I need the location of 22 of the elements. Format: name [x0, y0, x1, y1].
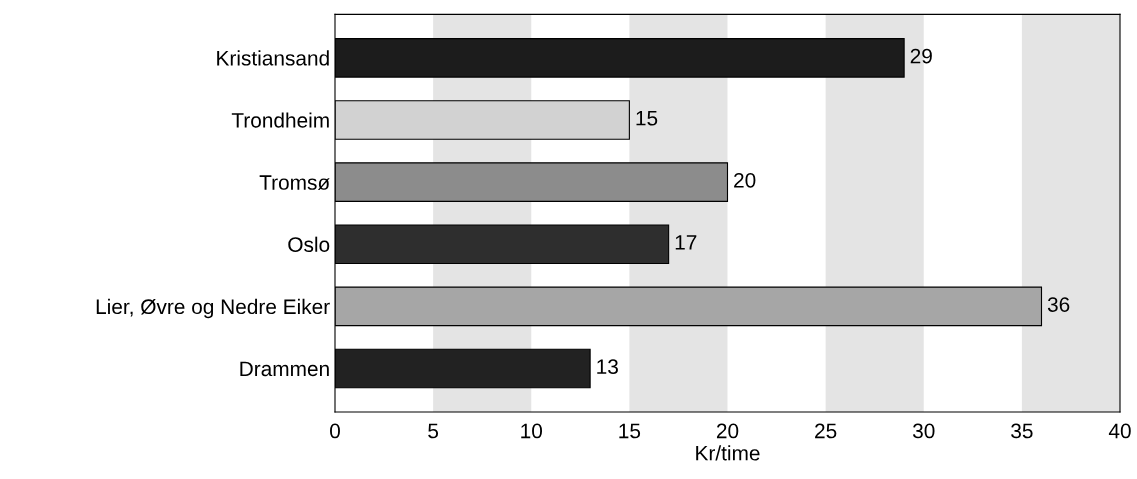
- y-tick-label: Lier, Øvre og Nedre Eiker: [96, 298, 330, 319]
- data-label: 36: [1047, 297, 1070, 312]
- y-tick-label: Kristiansand: [217, 50, 329, 66]
- x-tick-label: 40: [1108, 423, 1131, 439]
- x-tick-label: 15: [619, 423, 641, 439]
- x-tick-label: 30: [912, 423, 935, 439]
- data-label: 13: [597, 359, 618, 375]
- y-tick-label: Drammen: [240, 361, 329, 377]
- x-tick-label: 10: [521, 423, 543, 439]
- x-axis-title: Kr/time: [696, 445, 760, 461]
- data-label: 20: [734, 172, 756, 188]
- x-tick-label: 5: [428, 423, 439, 439]
- x-tick-label: 0: [330, 423, 340, 439]
- data-label: 17: [675, 235, 697, 250]
- data-label: 15: [636, 111, 658, 126]
- y-tick-label: Oslo: [288, 236, 330, 252]
- x-tick-label: 20: [716, 423, 739, 439]
- x-tick-label: 35: [1011, 423, 1033, 439]
- data-label: 29: [910, 48, 932, 64]
- y-tick-label: Tromsø: [259, 175, 330, 191]
- y-tick-label: Trondheim: [231, 112, 329, 128]
- x-tick-label: 25: [815, 423, 837, 439]
